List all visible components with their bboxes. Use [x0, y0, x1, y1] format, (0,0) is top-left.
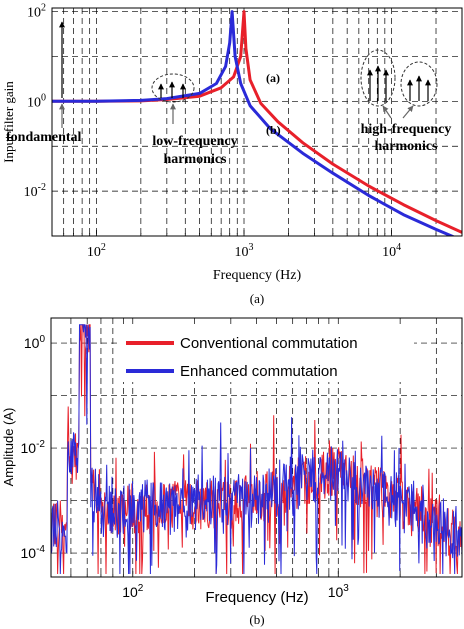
panel-a-ytick-label: 100	[27, 92, 46, 110]
series-a-label: (a)	[266, 71, 280, 85]
high-frequency-pointer	[382, 105, 392, 119]
panel-a-ticks: 102 103 104 102 100 10-2	[24, 3, 437, 260]
panel-b-ytick-label: 100	[24, 334, 46, 351]
high-frequency-pointer	[402, 105, 414, 119]
panel-a-xtick-label: 103	[235, 242, 254, 260]
panel-a: 102 103 104 102 100 10-2 Input filter gain Fr…	[1, 3, 463, 306]
panel-a-caption: (a)	[250, 291, 264, 306]
fundamental-annotation: fondamental	[6, 21, 82, 145]
spectrum-enhanced	[51, 324, 462, 575]
panel-a-frame	[51, 7, 463, 237]
panel-a-xlabel: Frequency (Hz)	[213, 268, 302, 283]
high-frequency-label-line1: high-frequency	[361, 122, 452, 137]
panel-a-xtick-label: 102	[87, 242, 106, 260]
panel-b-ytick-label: 10-4	[21, 544, 46, 561]
panel-b-ylabel: Amplitude (A)	[1, 408, 16, 487]
panel-a-xtick-label: 104	[382, 242, 401, 260]
panel-b: 102 103 100 10-2 10-4 Conventional commutati…	[1, 317, 463, 627]
series-line-b	[52, 10, 456, 236]
series-b-label: (b)	[266, 123, 281, 137]
panel-a-series	[52, 10, 462, 236]
panel-b-legend: Conventional commutation Enhanced commut…	[120, 326, 414, 382]
fundamental-label: fondamental	[6, 130, 82, 145]
panel-a-ylabel: Input filter gain	[1, 81, 16, 163]
low-frequency-label-line2: harmonics	[164, 152, 228, 167]
panel-a-ytick-label: 102	[27, 3, 46, 21]
panel-a-ytick-label: 10-2	[24, 182, 46, 200]
low-frequency-ellipse	[151, 73, 195, 103]
high-frequency-label-line2: harmonics	[375, 139, 439, 154]
panel-b-xlabel: Frequency (Hz)	[205, 589, 308, 606]
low-frequency-label-line1: low-frequency	[152, 134, 237, 149]
panel-b-caption: (b)	[249, 612, 264, 627]
high-frequency-ellipse-1	[360, 49, 396, 107]
high-frequency-harmonics-annotation: high-frequency harmonics	[360, 49, 452, 154]
low-frequency-harmonics-annotation: low-frequency harmonics	[151, 73, 238, 167]
legend-label-enhanced: Enhanced commutation	[180, 363, 338, 380]
panel-b-series	[51, 324, 462, 575]
legend-label-conventional: Conventional commutation	[180, 335, 358, 352]
panel-b-ytick-label: 10-2	[21, 439, 46, 456]
high-frequency-ellipse-2	[400, 61, 438, 107]
panel-b-xtick-label: 102	[122, 583, 144, 600]
panel-b-xtick-label: 103	[328, 583, 350, 600]
